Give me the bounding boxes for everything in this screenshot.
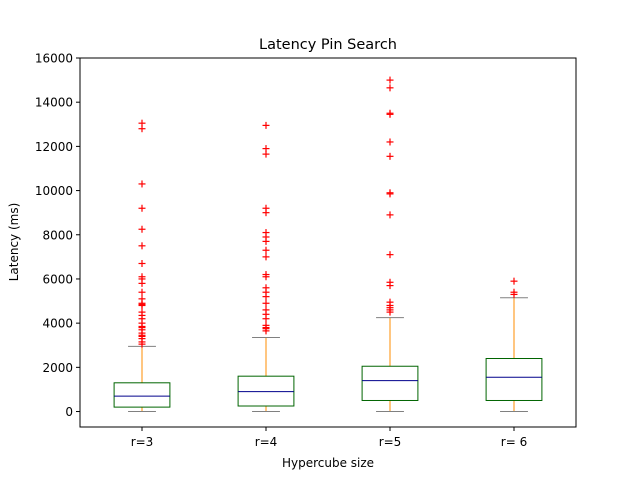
outlier-marker xyxy=(386,251,394,259)
outlier-marker xyxy=(262,121,270,129)
outlier-marker xyxy=(386,84,394,92)
outlier-marker xyxy=(510,277,518,285)
x-axis-ticks: r=3 r=4 r=5 r= 6 xyxy=(131,427,527,449)
x-axis-label: Hypercube size xyxy=(282,456,374,470)
x-tick-label: r=3 xyxy=(131,435,154,449)
y-tick-label: 12000 xyxy=(35,140,73,154)
box-group xyxy=(113,119,171,413)
outlier-marker xyxy=(262,284,270,292)
y-axis-label: Latency (ms) xyxy=(7,203,21,282)
outlier-marker xyxy=(138,295,146,303)
outlier-marker xyxy=(262,204,270,212)
outlier-marker xyxy=(386,76,394,84)
box-group xyxy=(237,121,295,413)
outlier-marker xyxy=(262,145,270,153)
outlier-marker xyxy=(138,273,146,281)
y-tick-label: 0 xyxy=(65,405,73,419)
y-axis-ticks: 0 2000 4000 6000 8000 10000 12000 14000 16000 xyxy=(35,52,80,419)
y-tick-label: 4000 xyxy=(42,317,73,331)
y-tick-label: 16000 xyxy=(35,52,73,66)
y-tick-label: 14000 xyxy=(35,96,73,110)
outlier-marker xyxy=(262,306,270,314)
outlier-marker xyxy=(510,288,518,296)
outlier-marker xyxy=(262,246,270,254)
outlier-marker xyxy=(386,189,394,197)
x-tick-label: r=4 xyxy=(255,435,278,449)
outlier-marker xyxy=(262,299,270,307)
outlier-marker xyxy=(386,298,394,306)
outlier-marker xyxy=(262,253,270,261)
outlier-marker xyxy=(138,119,146,127)
outlier-marker xyxy=(386,138,394,146)
box xyxy=(485,358,543,401)
box-group xyxy=(361,76,419,413)
outlier-marker xyxy=(138,225,146,233)
x-tick-label: r=5 xyxy=(379,435,402,449)
outlier-marker xyxy=(386,211,394,219)
outlier-marker xyxy=(138,180,146,188)
y-tick-label: 8000 xyxy=(42,228,73,242)
outlier-marker xyxy=(138,288,146,296)
x-tick-label: r= 6 xyxy=(501,435,527,449)
outlier-marker xyxy=(138,308,146,316)
outlier-marker xyxy=(138,204,146,212)
outlier-marker xyxy=(386,278,394,286)
box xyxy=(361,365,419,401)
box xyxy=(113,382,171,408)
y-tick-label: 6000 xyxy=(42,272,73,286)
outlier-marker xyxy=(262,321,270,329)
outlier-marker xyxy=(386,152,394,160)
outlier-marker xyxy=(386,109,394,117)
y-tick-label: 2000 xyxy=(42,361,73,375)
box xyxy=(237,375,295,407)
outlier-marker xyxy=(138,259,146,267)
box-group xyxy=(485,277,543,413)
chart-title: Latency Pin Search xyxy=(259,37,397,53)
outlier-marker xyxy=(138,242,146,250)
axes-frame xyxy=(79,57,577,428)
plot-marks xyxy=(113,76,543,413)
outlier-marker xyxy=(262,271,270,279)
outlier-marker xyxy=(262,229,270,237)
y-tick-label: 10000 xyxy=(35,184,73,198)
